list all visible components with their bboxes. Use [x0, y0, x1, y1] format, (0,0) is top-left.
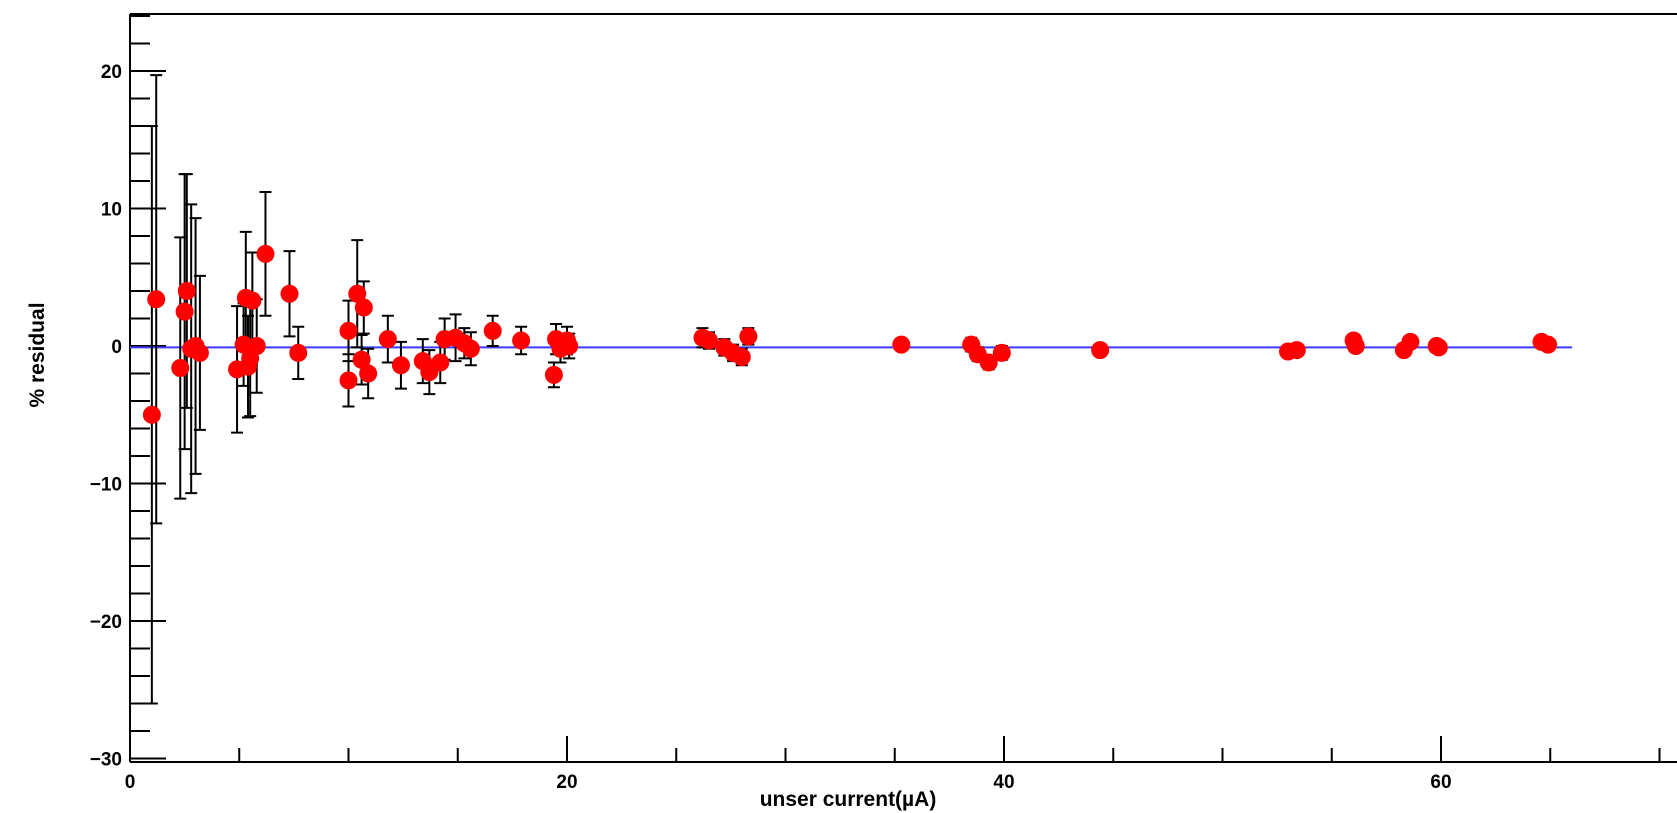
x-axis-title: unser current(µA) — [760, 788, 937, 811]
data-point — [431, 353, 450, 372]
data-point — [979, 353, 998, 372]
y-axis-ticks — [130, 15, 166, 760]
y-tick-label: 0 — [111, 337, 122, 358]
data-point — [280, 284, 299, 303]
data-point — [339, 321, 358, 340]
x-tick-label: 0 — [125, 772, 136, 793]
data-point — [354, 298, 373, 317]
data-point — [359, 364, 378, 383]
data-point — [234, 335, 253, 354]
data-point — [461, 339, 480, 358]
y-tick-label: −10 — [90, 475, 122, 496]
data-point — [700, 331, 719, 350]
y-tick-label: 20 — [101, 62, 122, 83]
data-point — [1539, 335, 1558, 354]
data-point — [1346, 337, 1365, 355]
data-point — [348, 284, 367, 303]
data-point — [247, 337, 266, 355]
data-point — [352, 350, 371, 369]
data-point — [391, 356, 410, 375]
tick-labels: −30 −20 −10 0 10 20 0 20 40 60 — [90, 62, 1452, 793]
data-point — [1429, 338, 1448, 357]
x-axis-ticks — [129, 736, 1661, 762]
y-axis-title: % residual — [26, 302, 49, 407]
x-tick-label: 60 — [1430, 772, 1451, 793]
data-point — [560, 337, 579, 355]
x-tick-label: 20 — [556, 772, 577, 793]
data-point — [378, 330, 397, 349]
y-tick-label: −30 — [90, 750, 122, 771]
data-point — [142, 405, 161, 424]
y-tick-label: 10 — [101, 200, 122, 221]
x-tick-label: 40 — [993, 772, 1014, 793]
plot-frame — [129, 13, 1677, 763]
data-point — [147, 290, 166, 309]
data-point — [339, 371, 358, 390]
data-point — [289, 343, 308, 362]
data-point — [483, 321, 502, 340]
data-point — [892, 335, 911, 354]
data-point — [256, 244, 275, 263]
data-point — [175, 302, 194, 321]
data-point — [171, 359, 190, 377]
data-point — [1287, 341, 1306, 360]
data-point — [243, 291, 262, 310]
data-point — [732, 348, 751, 366]
data-point — [544, 365, 563, 384]
error-bars — [145, 74, 1555, 705]
y-tick-label: −20 — [90, 612, 122, 633]
data-point — [739, 327, 758, 346]
data-points — [142, 244, 1558, 424]
data-point — [177, 282, 196, 300]
data-point — [1401, 332, 1420, 351]
data-point — [1091, 341, 1110, 360]
data-point — [992, 343, 1011, 362]
data-point — [190, 343, 209, 362]
data-point — [512, 331, 531, 350]
